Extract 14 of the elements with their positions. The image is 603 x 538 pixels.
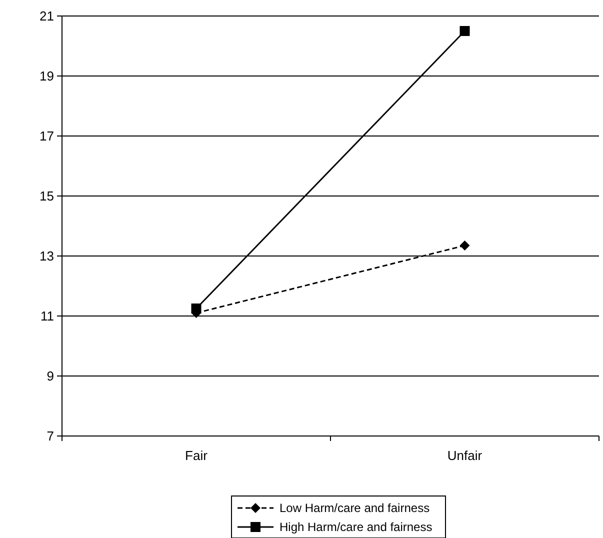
legend-label: High Harm/care and fairness <box>280 520 432 534</box>
y-tick-label: 13 <box>40 248 54 264</box>
y-tick-label: 7 <box>46 428 54 444</box>
y-tick-label: 15 <box>40 188 54 204</box>
point <box>460 240 470 250</box>
y-tick-label: 9 <box>46 368 54 384</box>
x-tick-label: Fair <box>185 448 208 463</box>
legend-label: Low Harm/care and fairness <box>280 501 430 516</box>
y-tick-label: 11 <box>40 308 54 324</box>
y-tick-label: 17 <box>40 128 54 144</box>
x-tick-label: Unfair <box>447 448 483 463</box>
point <box>460 26 470 36</box>
y-tick-label: 19 <box>40 68 54 84</box>
y-tick-label: 21 <box>40 8 54 24</box>
